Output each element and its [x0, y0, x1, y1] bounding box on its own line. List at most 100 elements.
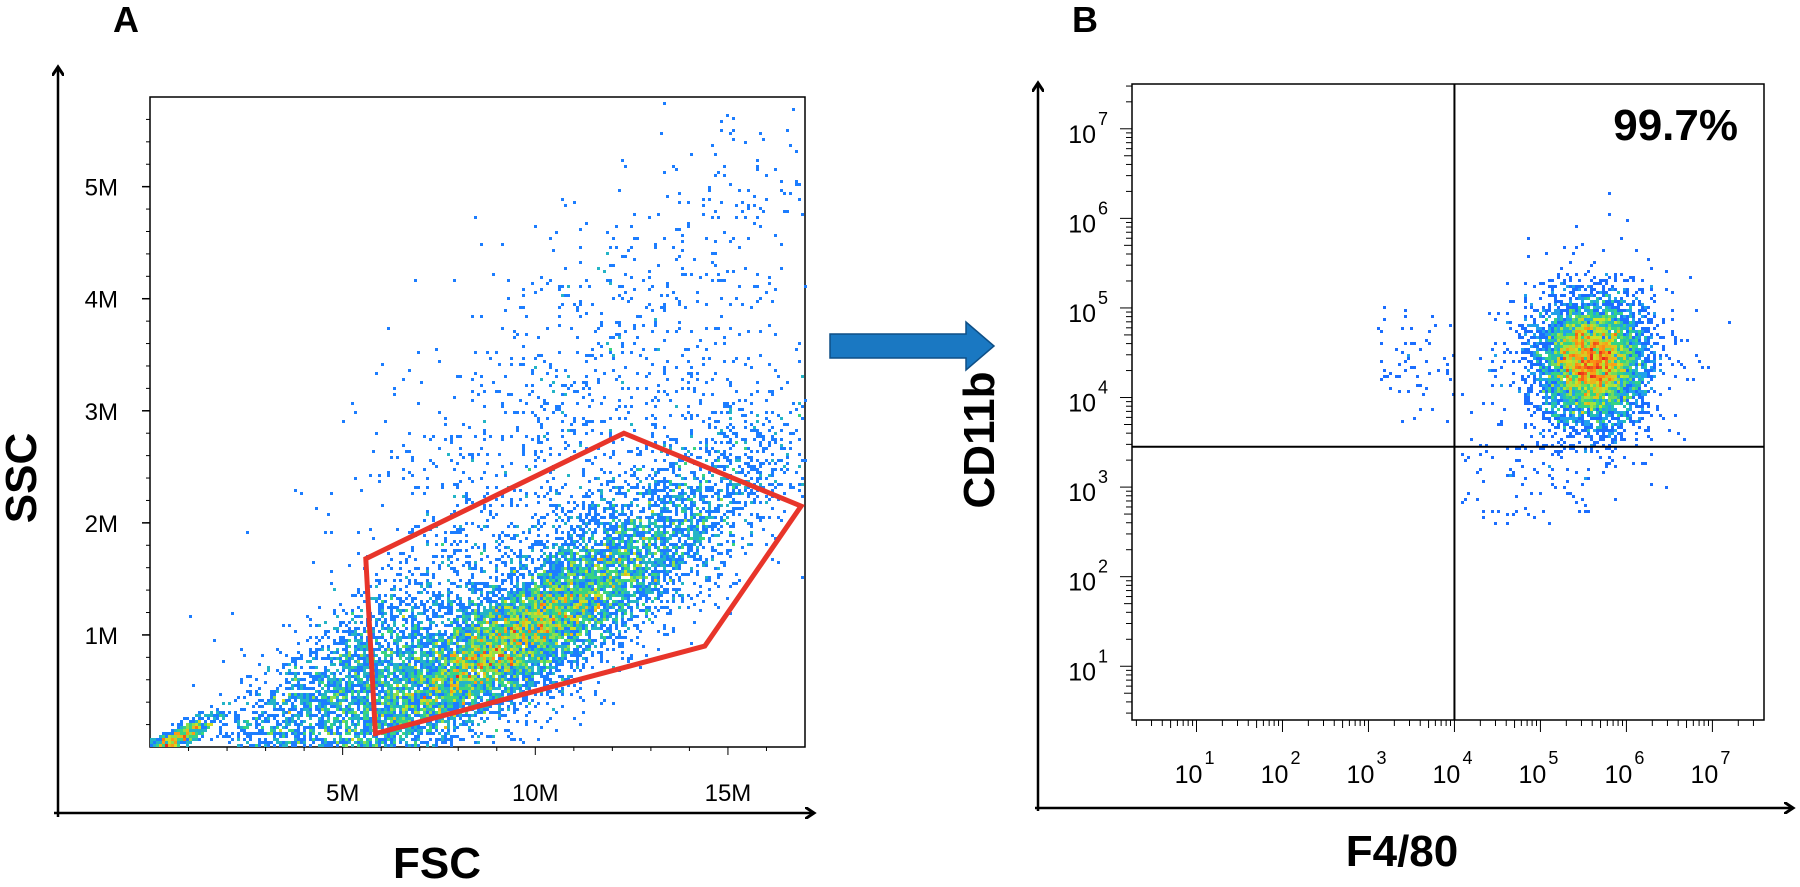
density-cell — [516, 678, 519, 681]
density-cell — [771, 468, 774, 471]
density-cell — [630, 654, 633, 657]
density-cell — [573, 579, 576, 582]
density-cell — [609, 540, 612, 543]
density-cell — [771, 474, 774, 477]
density-cell — [558, 633, 561, 636]
density-cell — [411, 696, 414, 699]
density-cell — [474, 624, 477, 627]
density-cell — [450, 543, 453, 546]
density-cell — [480, 612, 483, 615]
density-cell — [504, 552, 507, 555]
density-cell — [549, 615, 552, 618]
density-cell — [744, 420, 747, 423]
density-cell — [504, 606, 507, 609]
density-cell — [327, 654, 330, 657]
density-cell — [474, 627, 477, 630]
density-cell — [495, 606, 498, 609]
density-cell — [498, 711, 501, 714]
density-cell — [462, 630, 465, 633]
density-cell — [588, 564, 591, 567]
density-cell — [627, 603, 630, 606]
density-cell — [549, 588, 552, 591]
density-cell — [363, 672, 366, 675]
density-cell — [486, 648, 489, 651]
density-cell — [606, 603, 609, 606]
density-cell — [651, 561, 654, 564]
density-cell — [714, 465, 717, 468]
density-cell — [690, 642, 693, 645]
density-cell — [528, 612, 531, 615]
density-cell — [426, 591, 429, 594]
density-cell — [423, 702, 426, 705]
density-cell — [414, 663, 417, 666]
density-cell — [375, 735, 378, 738]
density-cell — [513, 597, 516, 600]
density-cell — [543, 588, 546, 591]
density-cell — [588, 606, 591, 609]
density-cell — [504, 639, 507, 642]
density-cell — [477, 675, 480, 678]
density-cell — [462, 684, 465, 687]
density-cell — [600, 522, 603, 525]
density-cell — [453, 702, 456, 705]
density-cell — [429, 681, 432, 684]
density-cell — [759, 441, 762, 444]
density-cell — [723, 468, 726, 471]
density-cell — [594, 597, 597, 600]
density-cell — [465, 621, 468, 624]
density-cell — [450, 660, 453, 663]
density-cell — [312, 738, 315, 741]
density-cell — [576, 651, 579, 654]
density-cell — [477, 609, 480, 612]
density-cell — [489, 618, 492, 621]
density-cell — [390, 660, 393, 663]
density-cell — [432, 699, 435, 702]
density-cell — [621, 642, 624, 645]
density-cell — [474, 669, 477, 672]
density-cell — [411, 744, 414, 747]
density-cell — [447, 606, 450, 609]
density-cell — [639, 534, 642, 537]
density-cell — [414, 657, 417, 660]
density-cell — [708, 507, 711, 510]
density-cell — [426, 663, 429, 666]
density-cell — [603, 606, 606, 609]
density-cell — [435, 711, 438, 714]
density-cell — [486, 678, 489, 681]
density-cell — [759, 435, 762, 438]
density-cell — [396, 699, 399, 702]
density-cell — [798, 483, 801, 486]
density-cell — [513, 690, 516, 693]
density-cell — [534, 603, 537, 606]
density-cell — [561, 606, 564, 609]
density-cell — [552, 648, 555, 651]
density-cell — [495, 474, 498, 477]
density-cell — [567, 636, 570, 639]
density-cell — [549, 573, 552, 576]
density-cell — [429, 642, 432, 645]
density-cell — [798, 438, 801, 441]
density-cell — [687, 519, 690, 522]
density-cell — [381, 645, 384, 648]
density-cell — [600, 597, 603, 600]
density-cell — [480, 636, 483, 639]
density-cell — [561, 660, 564, 663]
density-cell — [531, 663, 534, 666]
density-cell — [498, 624, 501, 627]
density-cell — [651, 477, 654, 480]
density-cell — [447, 579, 450, 582]
density-cell — [351, 693, 354, 696]
density-cell — [501, 660, 504, 663]
density-cell — [714, 483, 717, 486]
density-cell — [612, 528, 615, 531]
density-cell — [528, 675, 531, 678]
density-cell — [780, 447, 783, 450]
density-cell — [465, 651, 468, 654]
density-cell — [642, 537, 645, 540]
density-cell — [600, 654, 603, 657]
density-cell — [528, 585, 531, 588]
density-cell — [648, 543, 651, 546]
density-cell — [633, 519, 636, 522]
density-cell — [543, 639, 546, 642]
density-cell — [498, 537, 501, 540]
